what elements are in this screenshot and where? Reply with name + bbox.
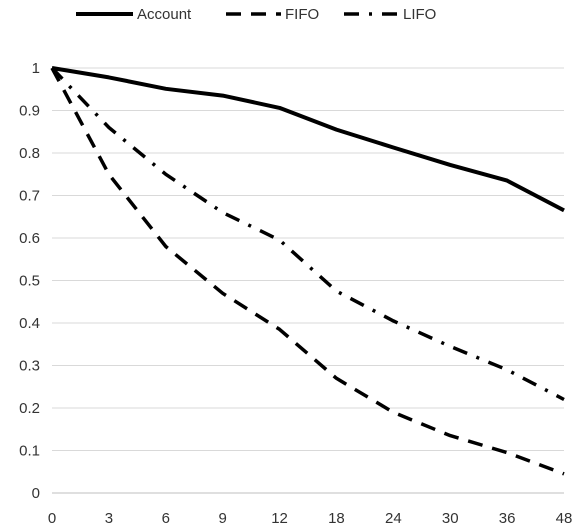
x-tick-label-3: 9: [218, 510, 226, 527]
gridlines: [52, 67, 564, 494]
legend-item-lifo: LIFO: [344, 6, 436, 23]
x-tick-label-4: 12: [271, 510, 288, 527]
legend-item-fifo: FIFO: [226, 6, 319, 23]
y-tick-label-6: 0.6: [19, 230, 40, 247]
legend-label-account: Account: [137, 6, 192, 23]
y-tick-label-8: 0.8: [19, 145, 40, 162]
x-tick-label-2: 6: [162, 510, 170, 527]
legend-label-lifo: LIFO: [403, 6, 436, 23]
x-tick-label-9: 48: [556, 510, 573, 527]
x-tick-label-6: 24: [385, 510, 402, 527]
x-axis: 0 3 6 9 12 18 24 30 36 48: [48, 510, 573, 527]
legend: Account FIFO LIFO: [76, 6, 436, 23]
series-line-fifo: [50, 67, 565, 476]
y-tick-label-4: 0.4: [19, 315, 40, 332]
x-tick-label-5: 18: [328, 510, 345, 527]
x-tick-label-1: 3: [105, 510, 113, 527]
y-tick-label-9: 0.9: [19, 103, 40, 120]
y-tick-label-5: 0.5: [19, 273, 40, 290]
y-tick-label-3: 0.3: [19, 358, 40, 375]
y-tick-label-7: 0.7: [19, 188, 40, 205]
x-tick-label-8: 36: [499, 510, 516, 527]
series-lines: [50, 66, 565, 476]
y-tick-label-1: 0.1: [19, 443, 40, 460]
y-tick-label-0: 0: [32, 485, 40, 502]
series-line-lifo: [50, 66, 565, 402]
x-tick-label-0: 0: [48, 510, 56, 527]
y-axis: 0 0.1 0.2 0.3 0.4 0.5 0.6 0.7 0.8 0.9 1: [19, 60, 40, 502]
y-tick-label-2: 0.2: [19, 400, 40, 417]
legend-label-fifo: FIFO: [285, 6, 319, 23]
x-tick-label-7: 30: [442, 510, 459, 527]
y-tick-label-10: 1: [32, 60, 40, 77]
series-line-account: [51, 66, 565, 213]
legend-item-account: Account: [76, 6, 192, 23]
